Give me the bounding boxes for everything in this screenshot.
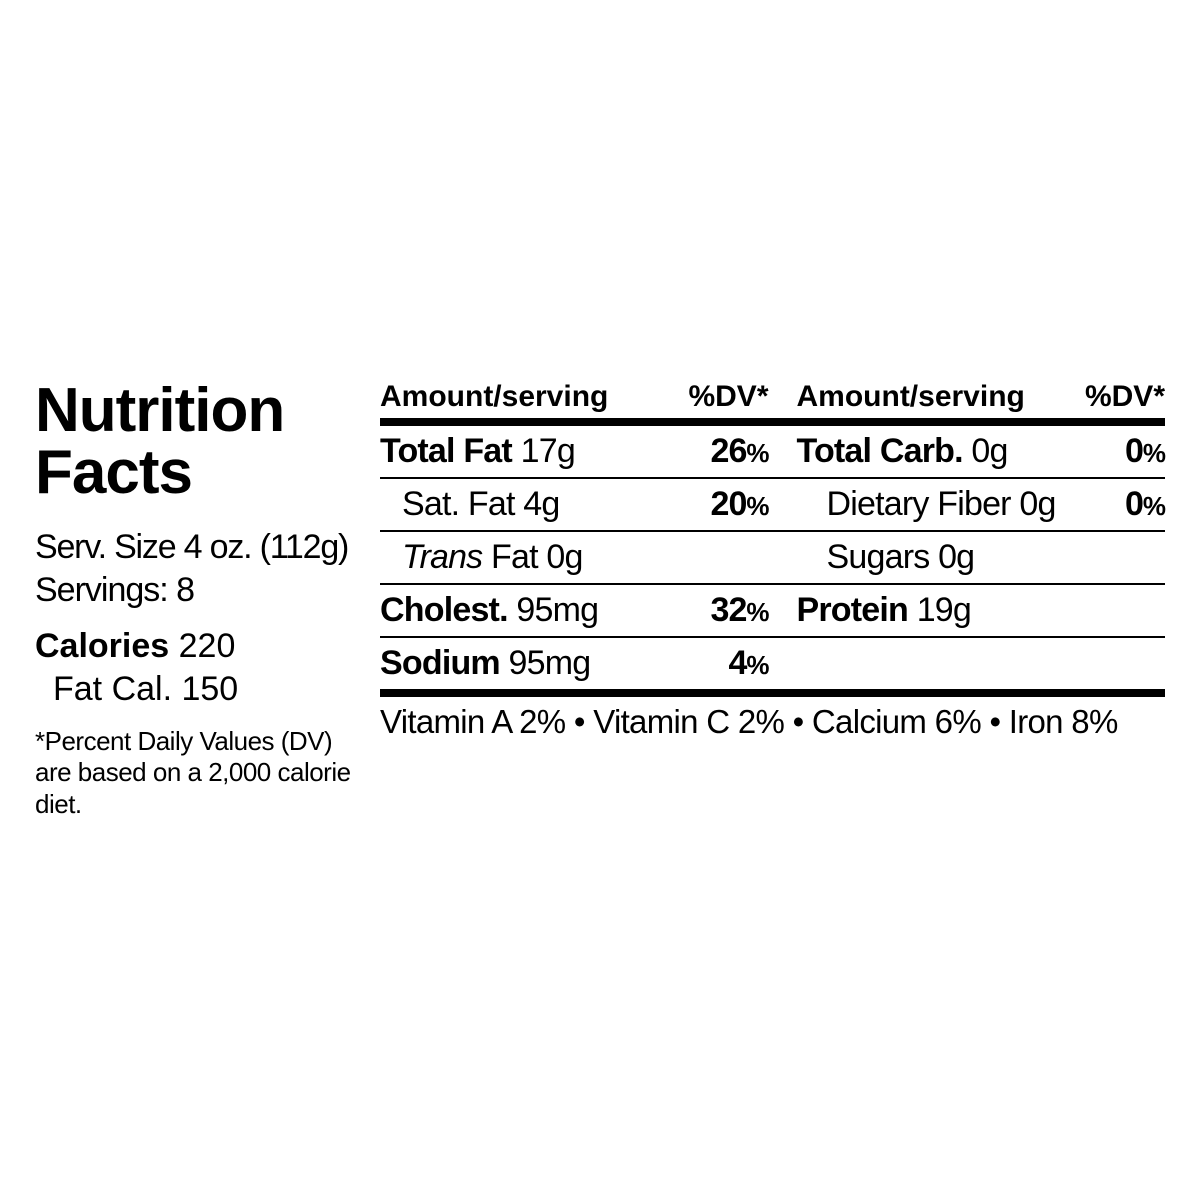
row-sodium: Sodium 95mg 4% [380,638,1165,689]
cholest-label: Cholest. [380,591,508,629]
dietary-fiber-dv: 0 [1125,485,1143,523]
hdr-dv-1: %DV* [649,380,787,414]
row-trans-fat: Trans Fat 0g Sugars 0g [380,532,1165,583]
cholest-dv: 32 [711,591,747,629]
total-fat-label: Total Fat [380,432,512,470]
hdr-dv-2: %DV* [1065,380,1165,414]
cholest-value: 95mg [516,591,598,629]
sodium-value: 95mg [509,644,591,682]
row-sat-fat: Sat. Fat 4g 20% Dietary Fiber 0g 0% [380,479,1165,530]
sodium-label: Sodium [380,644,500,682]
rule-thick-top [380,418,1165,426]
row-cholesterol: Cholest. 95mg 32% Protein 19g [380,585,1165,636]
sodium-pct: % [746,650,768,680]
calories-value: 220 [179,627,236,665]
vitamins-line: Vitamin A 2% • Vitamin C 2% • Calcium 6%… [380,697,1165,741]
calories-label: Calories [35,627,169,665]
header-row: Amount/serving %DV* Amount/serving %DV* [380,380,1165,418]
cholest-pct: % [746,597,768,627]
nutrition-facts-label: Nutrition Facts Serv. Size 4 oz. (112g) … [35,380,1165,820]
total-fat-pct: % [746,438,768,468]
sodium-dv: 4 [728,644,746,682]
hdr-amount-1: Amount/serving [380,380,649,414]
right-column: Amount/serving %DV* Amount/serving %DV* … [380,380,1165,820]
fat-calories: Fat Cal. 150 [35,668,365,711]
rule-thick-bottom [380,689,1165,697]
protein-value: 19g [917,591,971,629]
hdr-amount-2: Amount/serving [787,380,1066,414]
total-fat-value: 17g [521,432,575,470]
sat-fat-pct: % [746,491,768,521]
title-line-1: Nutrition [35,376,284,445]
dv-footnote: *Percent Daily Values (DV) are based on … [35,726,365,820]
title-line-2: Facts [35,438,192,507]
title: Nutrition Facts [35,380,365,504]
sat-fat-dv: 20 [711,485,747,523]
total-carb-pct: % [1143,438,1165,468]
dietary-fiber: Dietary Fiber 0g [797,485,1056,524]
total-fat-dv: 26 [711,432,747,470]
total-carb-dv: 0 [1125,432,1143,470]
total-carb-value: 0g [971,432,1007,470]
left-column: Nutrition Facts Serv. Size 4 oz. (112g) … [35,380,365,820]
protein-label: Protein [797,591,909,629]
serving-size: Serv. Size 4 oz. (112g) [35,526,365,569]
dietary-fiber-pct: % [1143,491,1165,521]
row-total-fat: Total Fat 17g 26% Total Carb. 0g 0% [380,426,1165,477]
sugars: Sugars 0g [797,538,975,577]
trans-fat-rest: Fat 0g [482,538,582,576]
trans-fat-italic: Trans [402,538,482,576]
servings: Servings: 8 [35,569,365,612]
calories: Calories 220 [35,625,365,668]
total-carb-label: Total Carb. [797,432,963,470]
sat-fat: Sat. Fat 4g [380,485,560,524]
